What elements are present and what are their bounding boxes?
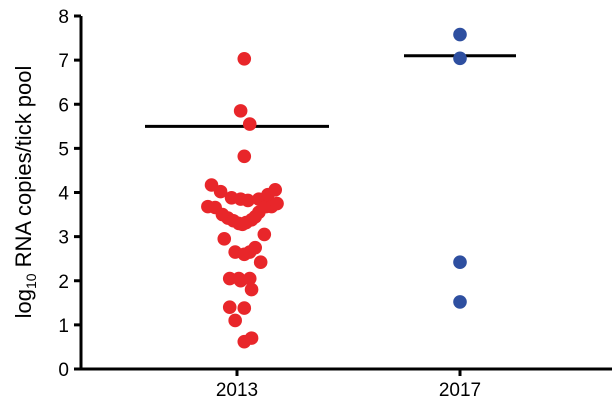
y-axis-title: log10 RNA copies/tick pool bbox=[11, 66, 39, 319]
y-tick-label: 1 bbox=[58, 316, 69, 337]
data-point-2013 bbox=[242, 271, 257, 286]
x-tick-label: 2017 bbox=[439, 380, 481, 401]
data-point-2013 bbox=[237, 52, 252, 66]
data-point-2013 bbox=[248, 240, 262, 255]
data-point-2013 bbox=[217, 232, 232, 246]
axes bbox=[79, 16, 612, 371]
y-tick-label: 6 bbox=[58, 95, 69, 116]
y-tick-label: 2 bbox=[58, 272, 69, 293]
data-points bbox=[201, 27, 467, 349]
data-point-2013 bbox=[228, 313, 242, 328]
x-axis-ticks: 2013 2017 bbox=[216, 369, 481, 401]
data-point-2013 bbox=[237, 149, 252, 164]
y-tick-label: 4 bbox=[58, 184, 69, 205]
data-point-2017 bbox=[453, 295, 467, 309]
data-point-2017 bbox=[453, 51, 467, 66]
y-tick-label: 3 bbox=[58, 228, 69, 249]
data-point-2013 bbox=[253, 255, 268, 270]
y-tick-label: 8 bbox=[58, 7, 69, 28]
y-tick-label: 0 bbox=[58, 360, 69, 381]
y-tick-label: 7 bbox=[58, 51, 69, 72]
data-point-2013 bbox=[241, 193, 255, 208]
median-lines bbox=[145, 54, 516, 128]
data-point-2013 bbox=[257, 227, 272, 242]
data-point-2013 bbox=[222, 300, 237, 315]
data-point-2013 bbox=[237, 301, 252, 315]
y-axis-ticks: 0 1 2 3 4 5 6 7 8 bbox=[58, 7, 81, 381]
data-point-2013 bbox=[244, 282, 259, 297]
data-point-2017 bbox=[453, 255, 467, 270]
data-point-2013 bbox=[242, 117, 257, 131]
x-tick-label: 2013 bbox=[216, 380, 258, 401]
data-point-2013 bbox=[233, 104, 248, 118]
data-point-2013 bbox=[268, 183, 283, 197]
data-point-2017 bbox=[453, 27, 467, 42]
data-point-2013 bbox=[244, 331, 259, 345]
data-point-2013 bbox=[270, 196, 284, 211]
y-tick-label: 5 bbox=[58, 139, 69, 160]
data-point-2013 bbox=[213, 184, 228, 199]
